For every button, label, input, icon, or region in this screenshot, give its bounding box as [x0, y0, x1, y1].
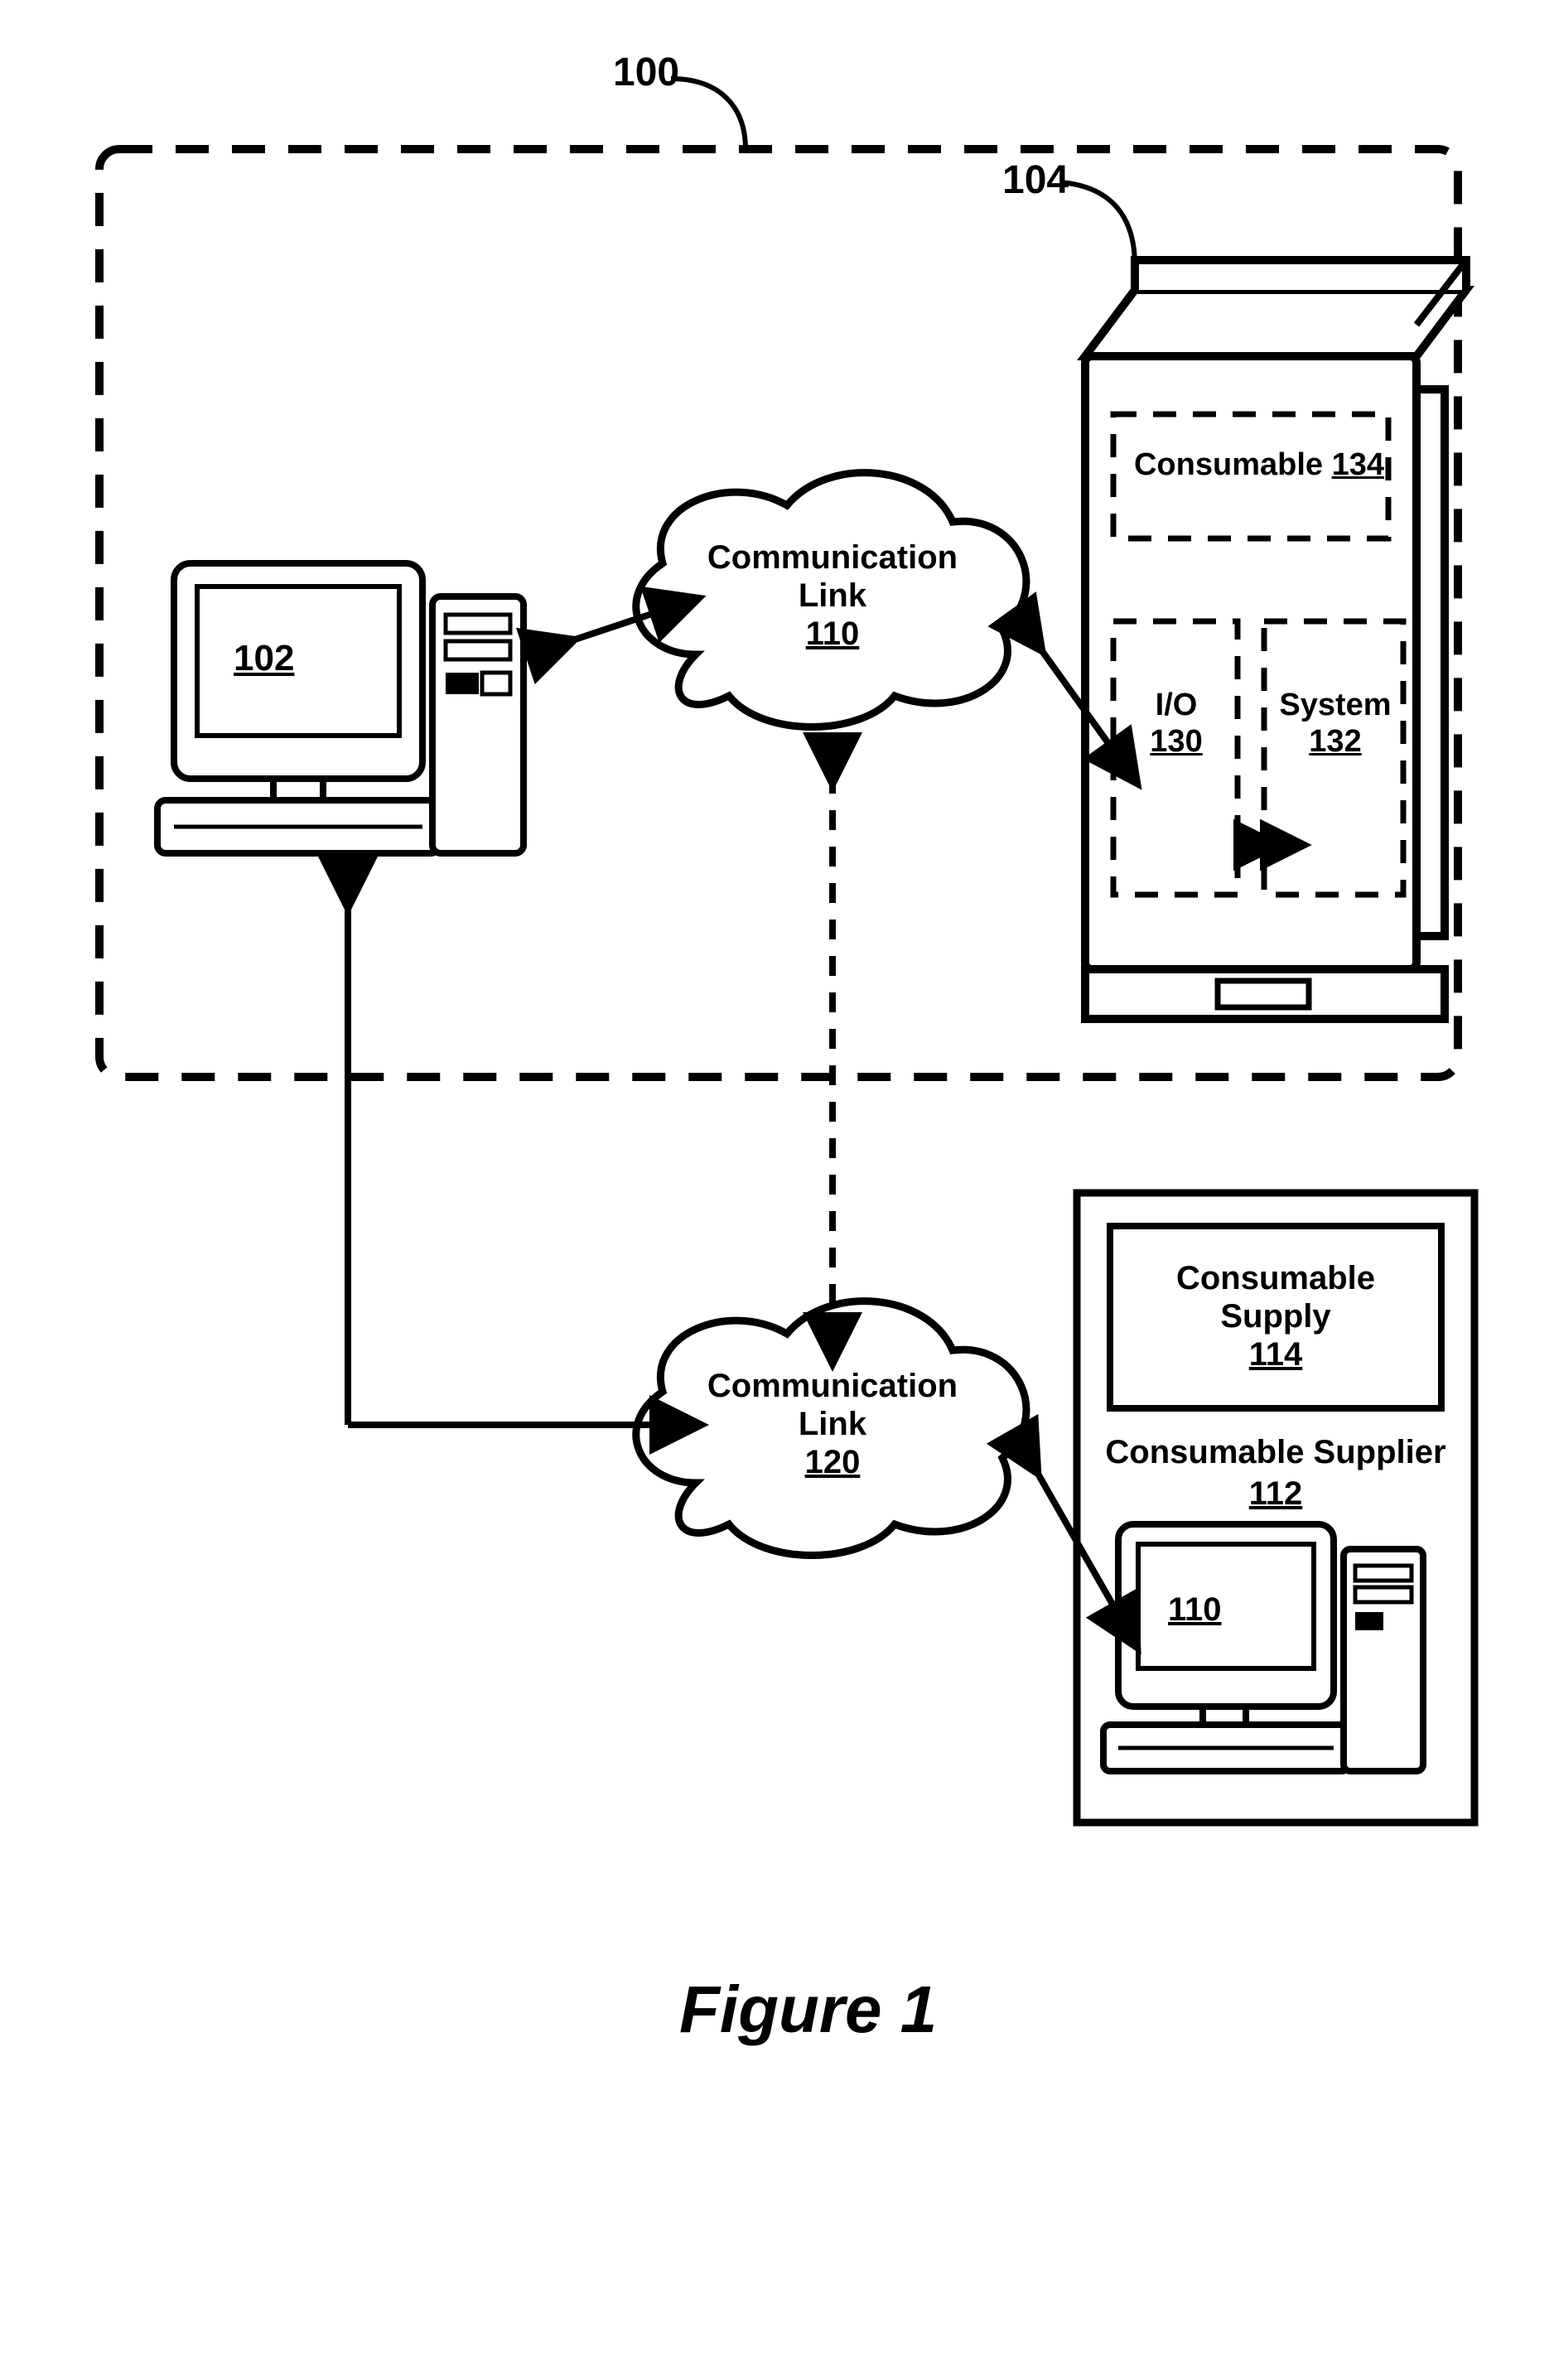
cloud-120-label: Communication Link 120: [679, 1367, 986, 1481]
pc-102: [157, 563, 524, 853]
pc-102-ref: 102: [234, 638, 294, 680]
consumable-supplier-label: Consumable Supplier 112: [1085, 1433, 1466, 1513]
pc-supplier: [1103, 1524, 1423, 1771]
cloud-110-label: Communication Link 110: [679, 538, 986, 653]
ref-100: 100: [613, 50, 679, 95]
ref-leader-100: [671, 79, 746, 149]
consumable-supply-label: Consumable Supply 114: [1118, 1259, 1433, 1373]
figure-caption: Figure 1: [679, 1972, 937, 2048]
link-pc102-cloud110: [530, 613, 654, 654]
system-label: System 132: [1269, 688, 1402, 760]
ref-104: 104: [1002, 157, 1069, 203]
io-label: I/O 130: [1118, 688, 1234, 760]
printer-104: [1085, 260, 1466, 1019]
ref-leader-104: [1060, 182, 1135, 265]
consumable-label: Consumable 134: [1127, 447, 1392, 484]
pc-supplier-ref: 110: [1168, 1591, 1222, 1629]
